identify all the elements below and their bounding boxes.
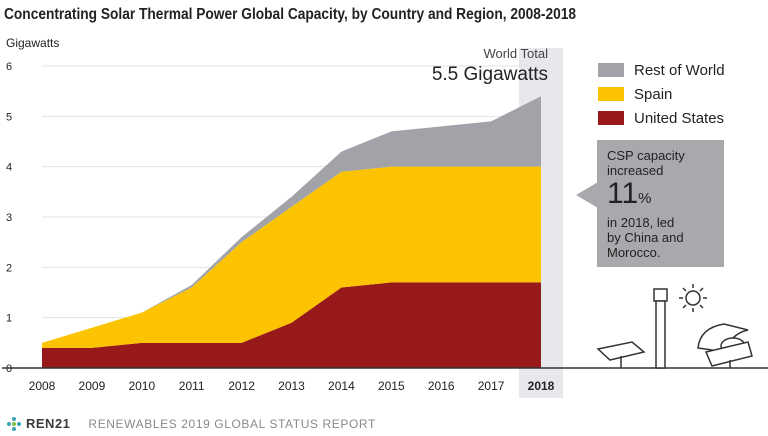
x-tick-label: 2018: [528, 379, 555, 393]
callout-big-unit: %: [638, 190, 652, 207]
callout-line: increased: [607, 163, 664, 178]
area-rest-of-world: [42, 96, 541, 343]
y-tick-label: 0: [6, 363, 12, 375]
callout-line: CSP capacity: [607, 148, 685, 163]
y-tick-label: 5: [6, 111, 12, 123]
tower-icon: [653, 288, 668, 369]
x-tick-label: 2014: [328, 379, 355, 393]
world-total-label: World Total: [483, 46, 548, 61]
callout-line: Morocco.: [607, 245, 661, 260]
y-axis-label: Gigawatts: [6, 36, 59, 50]
legend-item-spain: Spain: [598, 82, 725, 106]
callout-box: CSP capacity increased 11% in 2018, led …: [597, 140, 724, 267]
legend-label: United States: [634, 109, 725, 127]
y-tick-labels: 0 1 2 3 4 5 6: [6, 61, 12, 375]
x-tick-label: 2012: [228, 379, 255, 393]
legend-swatch-spain: [598, 87, 624, 101]
report-name: RENEWABLES 2019 GLOBAL STATUS REPORT: [88, 416, 376, 431]
callout-arrow: [576, 182, 598, 208]
legend-item-united-states: United States: [598, 106, 725, 130]
solar-plant-illustration: [590, 284, 768, 369]
world-total-value: 5.5 Gigawatts: [432, 64, 548, 85]
legend-label: Spain: [634, 85, 673, 103]
legend-label: Rest of World: [634, 61, 725, 79]
ren21-logo: REN21: [6, 416, 70, 432]
legend-swatch-united-states: [598, 111, 624, 125]
legend-swatch-rest-of-world: [598, 63, 624, 77]
ren21-logo-icon: [7, 416, 21, 431]
callout-percent: 11%: [607, 178, 714, 215]
legend-item-rest-of-world: Rest of World: [598, 58, 725, 82]
y-tick-label: 3: [6, 212, 12, 224]
x-tick-label: 2013: [278, 379, 305, 393]
legend: Rest of World Spain United States: [598, 58, 725, 130]
x-tick-label: 2017: [478, 379, 505, 393]
heliostat-icon: [596, 341, 646, 368]
x-tick-label: 2011: [179, 379, 205, 393]
x-tick-labels: 2008 2009 2010 2011 2012 2013 2014 2015 2016 2017…: [29, 379, 555, 393]
chart-title: Concentrating Solar Thermal Power Global…: [4, 6, 576, 23]
area-united-states: [42, 282, 541, 368]
x-tick-label: 2009: [79, 379, 106, 393]
stacked-areas: [42, 96, 541, 368]
parabolic-trough-icon: [697, 323, 753, 368]
ren21-logo-text: REN21: [26, 416, 71, 431]
y-tick-label: 4: [6, 162, 12, 174]
x-tick-label: 2016: [428, 379, 455, 393]
callout-line: by China and: [607, 230, 684, 245]
area-spain: [42, 166, 541, 348]
y-tick-label: 6: [6, 61, 12, 73]
callout-big-number: 11: [607, 177, 639, 210]
y-tick-label: 1: [6, 313, 12, 325]
x-tick-label: 2008: [29, 379, 56, 393]
x-tick-label: 2015: [378, 379, 405, 393]
callout-line: in 2018, led: [607, 215, 675, 230]
y-tick-label: 2: [6, 262, 12, 274]
sun-icon: [679, 284, 707, 312]
footer: REN21 RENEWABLES 2019 GLOBAL STATUS REPO…: [0, 411, 768, 436]
x-tick-label: 2010: [128, 379, 155, 393]
